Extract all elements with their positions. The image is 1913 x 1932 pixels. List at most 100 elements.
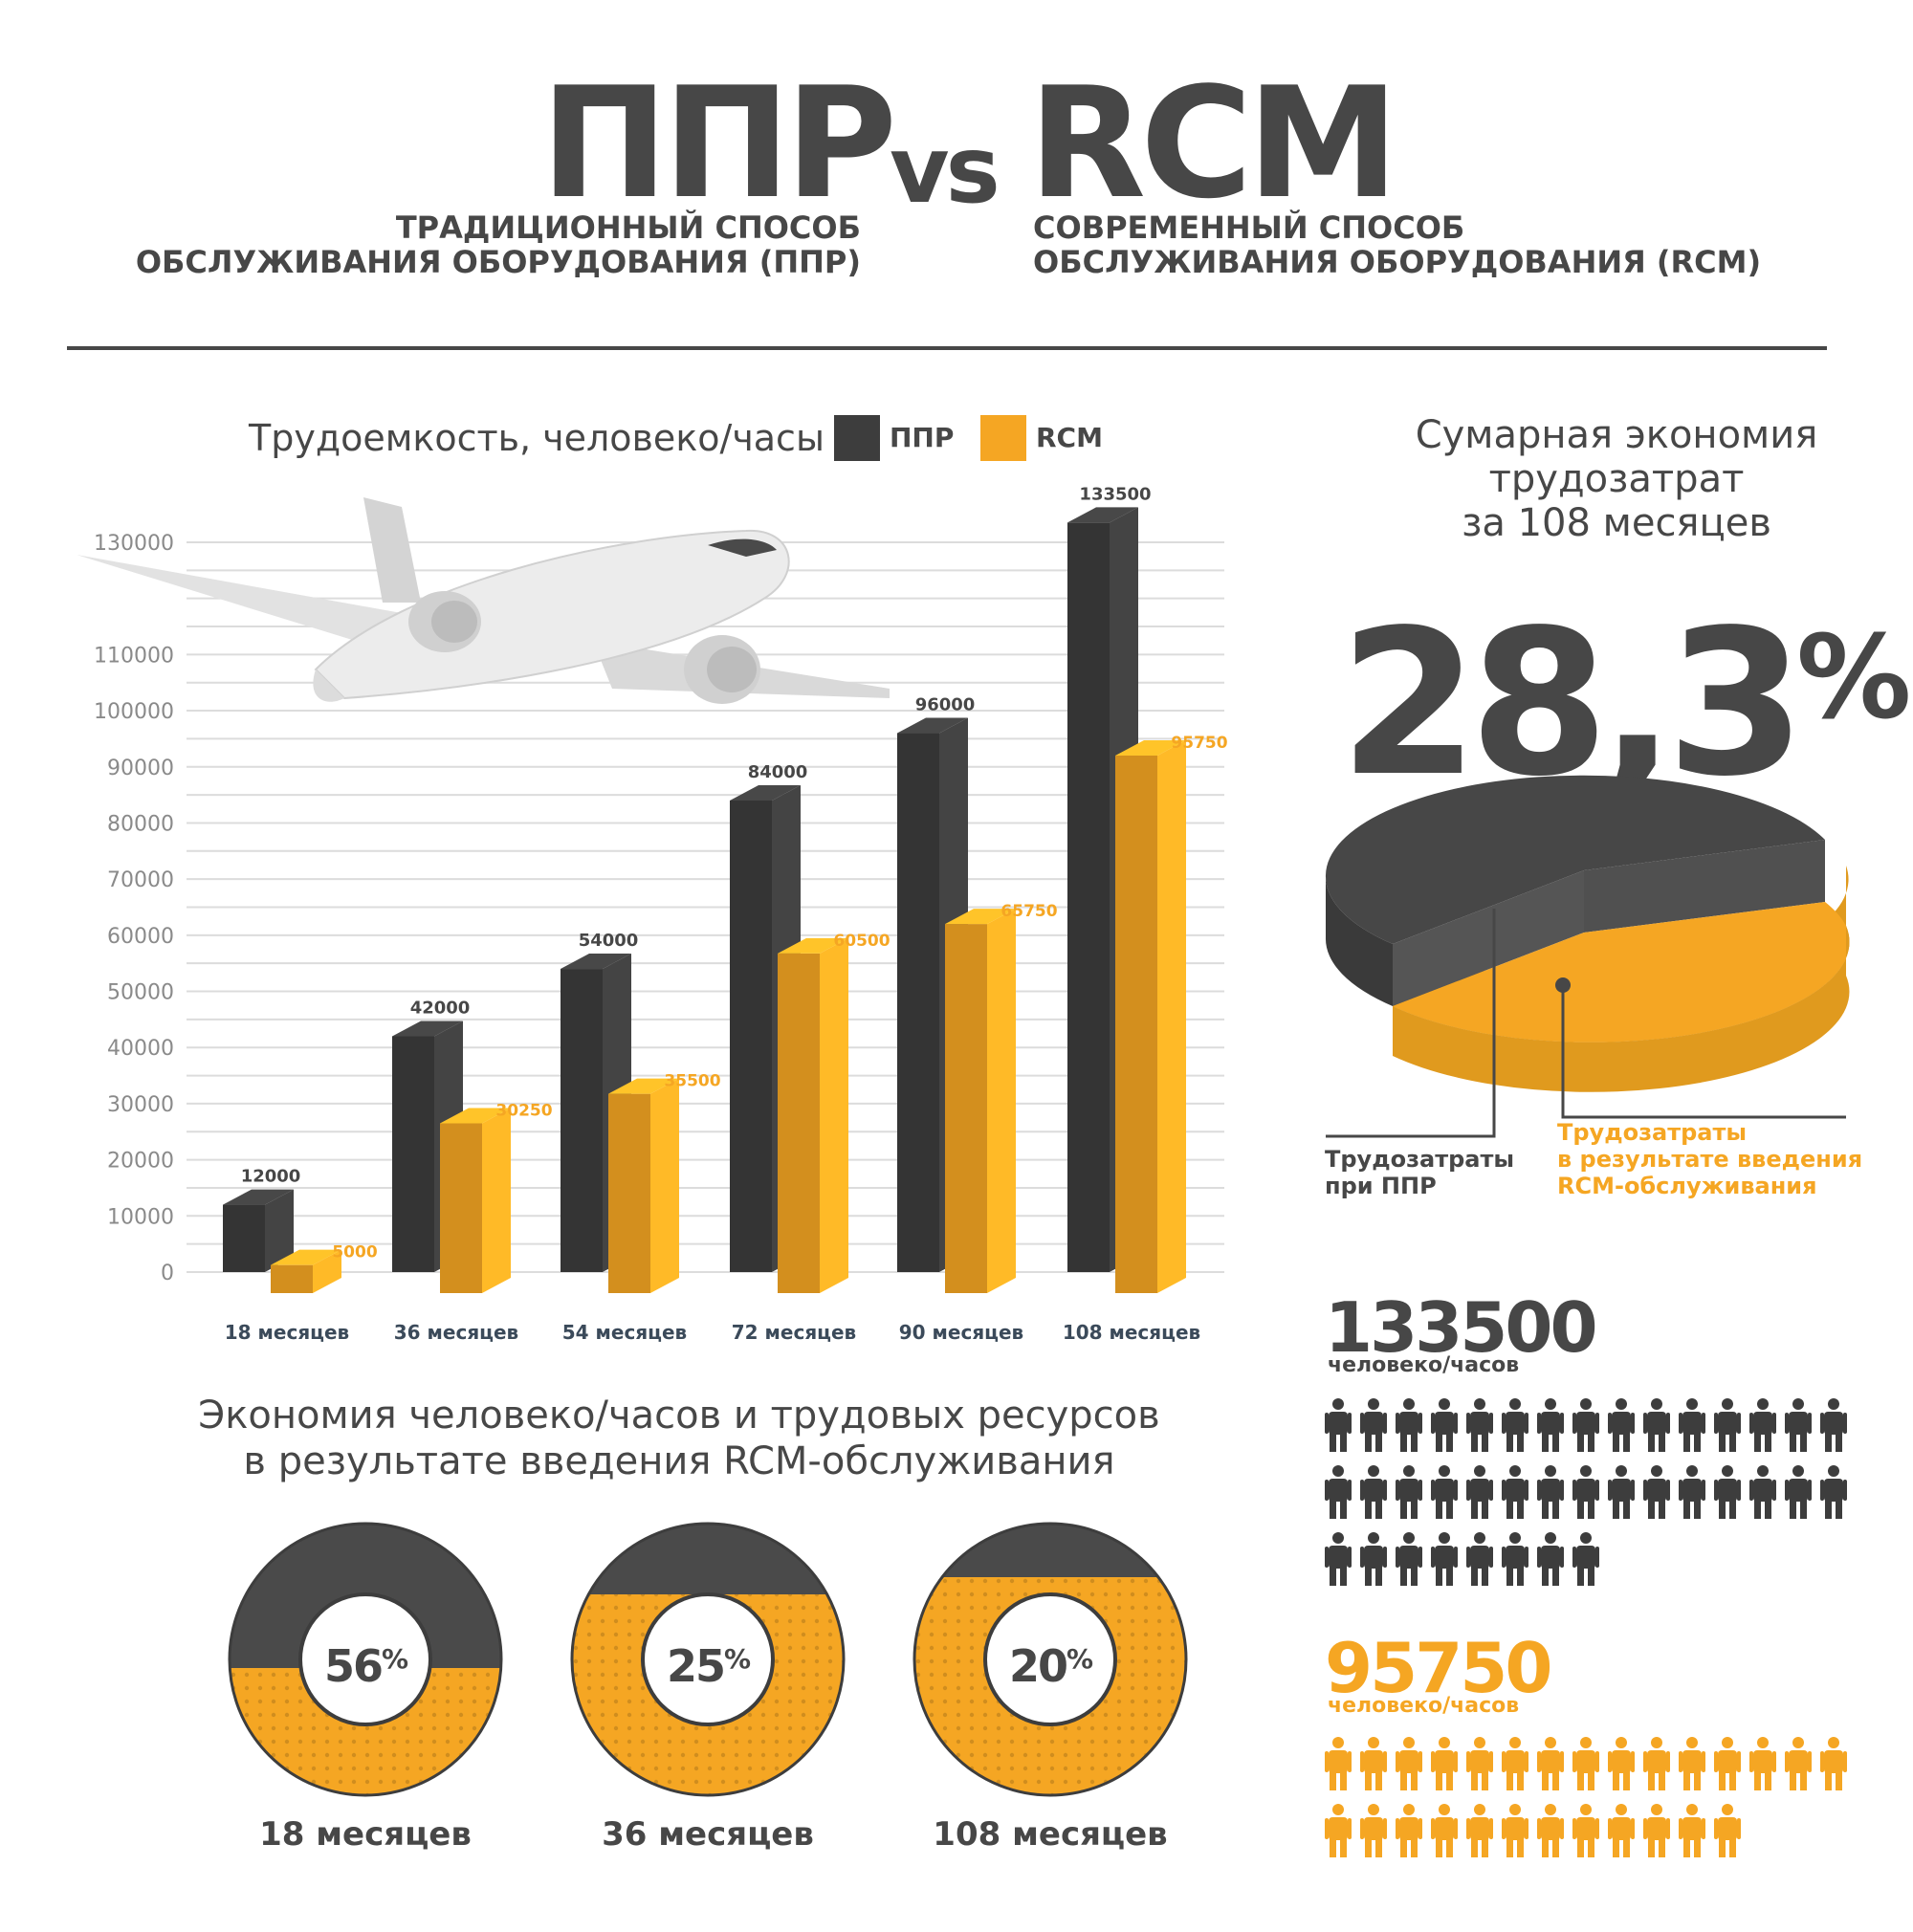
- person-icon: [1360, 1737, 1387, 1790]
- person-icon: [1466, 1465, 1493, 1519]
- y-tick-label: 0: [161, 1262, 174, 1285]
- person-icon: [1679, 1465, 1705, 1519]
- bar-rcm: [271, 1249, 341, 1293]
- bar-rcm-front: [271, 1264, 313, 1293]
- person-icon: [1360, 1398, 1387, 1452]
- y-tick-label: 10000: [107, 1205, 174, 1229]
- pie-top-rcm: [1393, 902, 1850, 1043]
- donut-18-label: 18 месяцев: [259, 1815, 472, 1854]
- title-ppr: ППР: [540, 54, 897, 232]
- x-category-label: 54 месяцев: [562, 1321, 687, 1344]
- bar-rcm-side: [650, 1078, 679, 1293]
- bar-rcm-front: [1115, 756, 1157, 1293]
- person-icon: [1396, 1398, 1422, 1452]
- bar-ppr-top: [730, 784, 801, 801]
- person-icon: [1360, 1532, 1387, 1586]
- donut-18-value-sign: %: [381, 1643, 408, 1675]
- savings-title-line1: Экономия человеко/часов и трудовых ресур…: [198, 1394, 1160, 1438]
- bar-ppr-front: [392, 1036, 434, 1272]
- subtitle-rcm-line2: ОБСЛУЖИВАНИЯ ОБОРУДОВАНИЯ (RCM): [1033, 244, 1762, 280]
- economy-percent: 28,3%: [1339, 574, 1911, 809]
- x-category-label: 72 месяцев: [732, 1321, 856, 1344]
- bar-rcm-side: [482, 1108, 511, 1293]
- person-icon: [1572, 1465, 1599, 1519]
- person-icon: [1749, 1737, 1776, 1790]
- person-icon: [1679, 1737, 1705, 1790]
- person-icon: [1537, 1804, 1564, 1857]
- y-tick-label: 20000: [107, 1150, 174, 1174]
- bar-ppr-top: [1067, 507, 1138, 523]
- person-icon: [1431, 1532, 1458, 1586]
- ppr-people-grid: [1325, 1398, 1847, 1586]
- bar-rcm-top: [945, 909, 1016, 925]
- donut-outline: [570, 1522, 846, 1797]
- economy-pie: [1325, 775, 1850, 1138]
- donut-18-value: 56%: [289, 1636, 442, 1690]
- bar-ppr-value-label: 54000: [579, 931, 639, 951]
- person-icon: [1643, 1465, 1670, 1519]
- rcm-people-grid: [1325, 1737, 1847, 1857]
- bar-ppr-front: [1067, 522, 1110, 1272]
- legend-ppr-swatch: [834, 415, 880, 461]
- person-icon: [1643, 1804, 1670, 1857]
- bar-ppr-value-label: 84000: [748, 762, 808, 782]
- pie-leader-rcm: [1561, 985, 1846, 1119]
- pie-label-ppr: Трудозатраты при ППР: [1325, 1146, 1554, 1199]
- person-icon: [1643, 1398, 1670, 1452]
- donut-36-value: 25%: [631, 1636, 784, 1690]
- donut-108: [913, 1522, 1188, 1797]
- person-icon: [1537, 1737, 1564, 1790]
- bar-rcm-value-label: 30250: [495, 1101, 552, 1120]
- pie-label-rcm-line2: в результате введения: [1557, 1146, 1863, 1173]
- person-icon: [1396, 1804, 1422, 1857]
- bar-ppr-value-label: 96000: [915, 695, 976, 715]
- bar-rcm-front: [608, 1093, 650, 1293]
- y-tick-label: 50000: [107, 981, 174, 1005]
- legend-ppr-label: ППР: [890, 422, 955, 453]
- bar-rcm-top: [778, 937, 848, 954]
- bar-rcm-top: [271, 1249, 341, 1265]
- bar-rcm-top: [1115, 740, 1186, 757]
- person-icon: [1572, 1804, 1599, 1857]
- person-icon: [1360, 1465, 1387, 1519]
- bar-chart: 0 10000 20000 30000 40000 50000 60000 70000 8000…: [77, 484, 1228, 1344]
- person-icon: [1714, 1737, 1741, 1790]
- bar-rcm-value-label: 65750: [1000, 902, 1057, 921]
- x-category-label: 36 месяцев: [394, 1321, 518, 1344]
- bar-rcm-side: [313, 1249, 341, 1293]
- economy-percent-sign: %: [1796, 612, 1912, 745]
- person-icon: [1608, 1737, 1635, 1790]
- y-tick-label: 130000: [94, 532, 174, 556]
- donut-36-label: 36 месяцев: [602, 1815, 814, 1854]
- person-icon: [1537, 1532, 1564, 1586]
- person-icon: [1325, 1532, 1352, 1586]
- x-category-label: 90 месяцев: [899, 1321, 1023, 1344]
- y-tick-label: 30000: [107, 1093, 174, 1117]
- donut-18: [228, 1522, 503, 1797]
- donut-outline: [228, 1522, 503, 1797]
- person-icon: [1431, 1737, 1458, 1790]
- person-icon: [1785, 1737, 1812, 1790]
- person-icon: [1714, 1804, 1741, 1857]
- y-tick-label: 100000: [94, 700, 174, 724]
- pie-slice-wall: [1393, 870, 1584, 1006]
- person-icon: [1572, 1737, 1599, 1790]
- person-icon: [1679, 1804, 1705, 1857]
- donut-108-value-sign: %: [1066, 1643, 1093, 1675]
- donut-center: [641, 1592, 775, 1726]
- subtitle-ppr-line1: ТРАДИЦИОННЫЙ СПОСОБ: [395, 209, 861, 246]
- bar-ppr-front: [730, 800, 772, 1272]
- person-icon: [1502, 1804, 1528, 1857]
- person-icon: [1396, 1737, 1422, 1790]
- bar-ppr-front: [561, 969, 603, 1272]
- y-tick-label: 60000: [107, 925, 174, 949]
- person-icon: [1466, 1804, 1493, 1857]
- bar-rcm-top: [608, 1078, 679, 1094]
- donut-108-value: 20%: [974, 1636, 1127, 1690]
- economy-title-line3: за 108 месяцев: [1462, 501, 1771, 545]
- y-tick-label: 90000: [107, 757, 174, 780]
- subtitle-rcm: СОВРЕМЕННЫЙ СПОСОБ ОБСЛУЖИВАНИЯ ОБОРУДОВ…: [1033, 210, 1856, 279]
- donut-36-value-number: 25: [666, 1640, 726, 1692]
- person-icon: [1325, 1804, 1352, 1857]
- person-icon: [1714, 1398, 1741, 1452]
